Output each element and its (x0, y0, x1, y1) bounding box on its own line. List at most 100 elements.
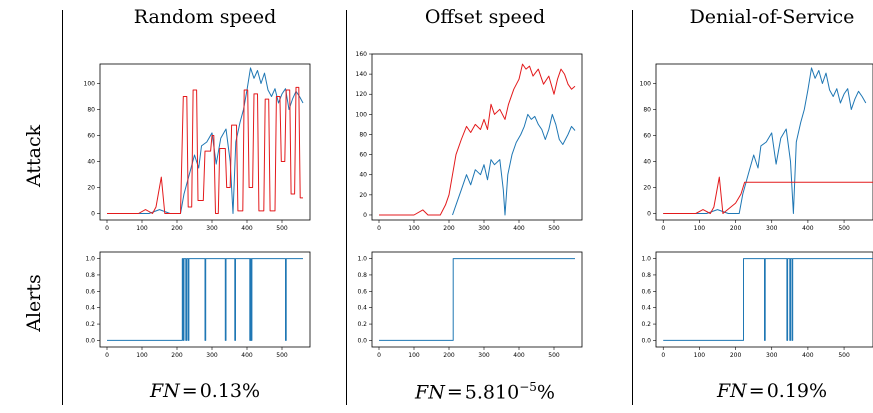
x-tick-label: 0 (377, 225, 381, 232)
y-tick-label: 0.4 (357, 305, 367, 312)
y-tick-label: 140 (356, 71, 368, 78)
plot-frame (371, 251, 583, 348)
x-tick-label: 100 (694, 352, 706, 359)
y-tick-label: 80 (359, 131, 367, 138)
series-line-blue (663, 258, 873, 341)
x-tick-label: 300 (478, 225, 490, 232)
x-tick-label: 100 (136, 225, 148, 232)
x-tick-label: 200 (730, 352, 742, 359)
x-tick-label: 0 (661, 352, 665, 359)
y-tick-label: 60 (87, 133, 95, 140)
series-line-red (663, 176, 873, 214)
y-tick-label: 0 (91, 211, 95, 218)
y-tick-label: 0.6 (85, 288, 95, 295)
y-tick-label: 0.0 (641, 337, 651, 344)
y-tick-label: 0.8 (641, 272, 651, 279)
y-tick-label: 80 (643, 107, 651, 114)
x-tick-label: 300 (766, 225, 778, 232)
y-tick-label: 0.2 (641, 321, 651, 328)
x-tick-label: 500 (838, 352, 850, 359)
y-tick-label: 60 (643, 133, 651, 140)
plot-random-attack: 0 100 200 300 400 500 0 20 40 60 80 100 (84, 63, 311, 232)
fn-random-speed: FN = 0.13% (149, 380, 261, 402)
x-tick-label: 400 (241, 352, 253, 359)
y-tick-label: 1.0 (357, 256, 367, 263)
row-label-attack: Attack (23, 124, 45, 187)
column-title-denial-of-service: Denial-of-Service (689, 6, 855, 28)
x-tick-label: 500 (276, 352, 288, 359)
x-tick-label: 400 (513, 225, 525, 232)
x-tick-label: 200 (443, 225, 455, 232)
x-tick-label: 100 (694, 225, 706, 232)
y-tick-label: 0.2 (85, 321, 95, 328)
plot-dos-attack: 0 100 200 300 400 500 0 20 40 60 80 100 (640, 63, 873, 232)
plot-random-alerts: 0 100 200 300 400 500 0.0 0.2 0.4 0.6 0.8 1.0 (85, 251, 311, 359)
plot-frame (99, 251, 311, 348)
plot-frame (655, 251, 873, 348)
y-tick-label: 60 (359, 152, 367, 159)
y-tick-label: 0.8 (357, 272, 367, 279)
y-tick-label: 1.0 (641, 256, 651, 263)
x-tick-label: 0 (105, 225, 109, 232)
fn-offset-speed: FN = 5.810−5% (415, 380, 555, 404)
x-tick-label: 0 (377, 352, 381, 359)
y-tick-label: 0.4 (641, 305, 651, 312)
y-tick-label: 40 (359, 172, 367, 179)
series-line-red (379, 63, 576, 216)
separator-left (62, 10, 63, 405)
x-tick-label: 300 (766, 352, 778, 359)
y-tick-label: 0.0 (85, 337, 95, 344)
y-tick-label: 0.6 (357, 288, 367, 295)
y-tick-label: 100 (356, 111, 368, 118)
plot-frame (371, 53, 583, 221)
x-tick-label: 400 (241, 225, 253, 232)
y-tick-label: 0.8 (85, 272, 95, 279)
x-tick-label: 500 (838, 225, 850, 232)
x-tick-label: 100 (408, 352, 420, 359)
x-tick-label: 300 (206, 225, 218, 232)
fn-denial-of-service: FN = 0.19% (716, 380, 828, 402)
column-title-offset-speed: Offset speed (424, 6, 546, 28)
y-tick-label: 0 (363, 212, 367, 219)
y-tick-label: 1.0 (85, 256, 95, 263)
row-label-alerts: Alerts (23, 274, 45, 332)
x-tick-label: 400 (802, 352, 814, 359)
x-tick-label: 400 (513, 352, 525, 359)
y-tick-label: 160 (356, 51, 368, 58)
separator-mid-2 (632, 10, 633, 405)
x-tick-label: 500 (548, 352, 560, 359)
column-title-random-speed: Random speed (133, 6, 277, 28)
x-tick-label: 0 (661, 225, 665, 232)
x-tick-label: 200 (730, 225, 742, 232)
x-tick-label: 400 (802, 225, 814, 232)
y-tick-label: 0.0 (357, 337, 367, 344)
y-tick-label: 80 (87, 107, 95, 114)
y-tick-label: 100 (84, 81, 96, 88)
y-tick-label: 20 (643, 185, 651, 192)
plot-frame (655, 63, 873, 221)
y-tick-label: 0.4 (85, 305, 95, 312)
y-tick-label: 0.2 (357, 321, 367, 328)
separator-mid-1 (346, 10, 347, 405)
x-tick-label: 0 (105, 352, 109, 359)
x-tick-label: 200 (171, 225, 183, 232)
plot-offset-attack: 0 100 200 300 400 500 0 20 40 60 80 100 120 140 160 (356, 51, 583, 232)
series-line-blue (107, 67, 304, 214)
y-tick-label: 120 (356, 91, 368, 98)
y-tick-label: 0 (647, 211, 651, 218)
series-line-blue (107, 258, 303, 341)
y-tick-label: 100 (640, 81, 652, 88)
x-tick-label: 500 (276, 225, 288, 232)
y-tick-label: 20 (359, 192, 367, 199)
x-tick-label: 100 (408, 225, 420, 232)
y-tick-label: 20 (87, 185, 95, 192)
x-tick-label: 200 (443, 352, 455, 359)
plot-offset-alerts: 0 100 200 300 400 500 0.0 0.2 0.4 0.6 0.8 1.0 (357, 251, 583, 359)
y-tick-label: 40 (87, 159, 95, 166)
x-tick-label: 300 (478, 352, 490, 359)
y-tick-label: 40 (643, 159, 651, 166)
series-line-blue (379, 258, 575, 341)
series-line-blue (452, 113, 576, 216)
x-tick-label: 300 (206, 352, 218, 359)
